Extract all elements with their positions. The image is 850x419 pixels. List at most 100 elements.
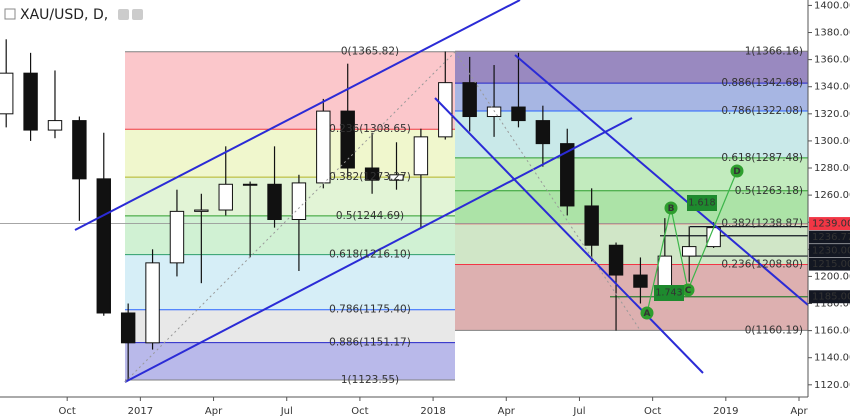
candle-body [291, 182, 307, 221]
price-tag [809, 290, 850, 304]
candle-body [364, 167, 380, 181]
x-tick-label: Jul [280, 406, 293, 417]
candle-body [389, 174, 404, 181]
candle-body [120, 312, 136, 344]
channel-line [74, 0, 521, 231]
fib-label: 0(1160.19) [745, 324, 803, 336]
fib-label: 0.382(1273.27) [329, 171, 411, 183]
fib-label: 1(1123.55) [341, 374, 399, 386]
price-tag [809, 244, 850, 258]
y-tick-label: 1200.00 [814, 271, 850, 282]
wave-label: B [668, 204, 675, 214]
candle-body [486, 106, 502, 118]
x-tick-label: Oct [351, 406, 368, 417]
wave-marker [730, 164, 744, 178]
y-tick-label: 1320.00 [814, 109, 850, 120]
x-tick-label: Apr [498, 406, 516, 417]
fib-band [125, 51, 455, 130]
y-tick-label: 1140.00 [814, 353, 850, 364]
channel-line [514, 54, 809, 306]
candle-body [462, 82, 477, 118]
candle-body [47, 120, 63, 131]
candle-body [242, 183, 258, 186]
price-tag [809, 230, 850, 244]
price-tag [809, 217, 850, 231]
y-tick-label: 1340.00 [814, 82, 850, 93]
y-tick-label: 1260.00 [814, 190, 850, 201]
candle-body [511, 106, 526, 122]
candle-body [267, 183, 282, 221]
candle-body [316, 110, 331, 184]
eye-icon[interactable] [118, 9, 129, 20]
fib-band [455, 157, 808, 191]
x-tick-label: Jul [572, 406, 585, 417]
fib-label: 0.236(1308.65) [329, 123, 411, 135]
candle-body [169, 210, 185, 264]
y-tick-label: 1120.00 [814, 380, 850, 391]
x-tick-label: Apr [790, 406, 808, 417]
candle-body [560, 143, 575, 207]
candle-body [682, 246, 697, 257]
candle-body [96, 178, 111, 314]
candle-body [72, 120, 87, 180]
fib-band [455, 51, 808, 84]
candle-body [23, 72, 38, 131]
fib-band [455, 190, 808, 224]
channel-line [124, 117, 633, 383]
price-tag-label: 1230.00 [812, 246, 850, 257]
x-tick-label: 2018 [420, 406, 445, 417]
price-tag-label: 1185.00 [812, 292, 850, 303]
extension-label: 1.618 [688, 198, 715, 209]
fib-trend [454, 51, 641, 331]
x-tick-label: Apr [205, 406, 223, 417]
wave-label: D [733, 167, 740, 177]
x-tick-label: 2019 [713, 406, 738, 417]
collapse-icon[interactable] [4, 8, 16, 20]
fib-band [125, 177, 455, 216]
fib-band [125, 254, 455, 310]
axes: 1120.001140.001160.001180.001200.001220.… [59, 0, 850, 417]
fib-label: 0.618(1216.10) [329, 249, 411, 261]
extension-label: 1.743 [655, 288, 682, 299]
candle-body [194, 209, 209, 212]
wave-line [646, 170, 738, 314]
x-tick-label: Oct [644, 406, 661, 417]
candle-body [413, 136, 429, 176]
x-tick-label: Oct [59, 406, 76, 417]
y-tick-label: 1360.00 [814, 55, 850, 66]
fib-label: 0.786(1175.40) [329, 304, 411, 316]
price-axis [808, 0, 850, 419]
x-tick-label: 2017 [128, 406, 153, 417]
settings-icon[interactable] [132, 9, 143, 20]
channel-line [434, 97, 704, 374]
labels: 0(1365.82) 0.236(1308.65) 0.382(1273.27) 0.… [329, 45, 803, 386]
y-tick-label: 1160.00 [814, 326, 850, 337]
fib-label: 0.786(1322.08) [721, 105, 803, 117]
candles [0, 39, 721, 381]
y-tick-label: 1400.00 [814, 0, 850, 11]
candle-body [340, 110, 355, 169]
candle-body [0, 72, 14, 115]
wave-label: A [644, 309, 651, 319]
fib-label: 0.382(1238.87) [721, 218, 803, 230]
candle-body [145, 262, 160, 344]
candle-body [608, 244, 624, 276]
fib-label: 1(1366.16) [745, 45, 803, 57]
header-bg [0, 0, 290, 28]
wave-marker [640, 306, 654, 320]
candle-body [218, 183, 233, 211]
candle-body [633, 274, 648, 288]
fib-label: 0(1365.82) [341, 46, 399, 58]
fib-band [455, 83, 808, 111]
y-tick-label: 1300.00 [814, 136, 850, 147]
wave-marker [681, 283, 695, 297]
wave-label: C [685, 286, 692, 296]
fib-label: 0.236(1208.80) [721, 258, 803, 270]
fib-band [455, 264, 808, 331]
candle-body [535, 120, 551, 145]
fib-band [125, 129, 455, 178]
candle-body [706, 227, 721, 248]
price-tag-label: 1239.00 [812, 219, 850, 230]
symbol-title: XAU/USD, D, [20, 7, 108, 23]
y-tick-label: 1280.00 [814, 163, 850, 174]
